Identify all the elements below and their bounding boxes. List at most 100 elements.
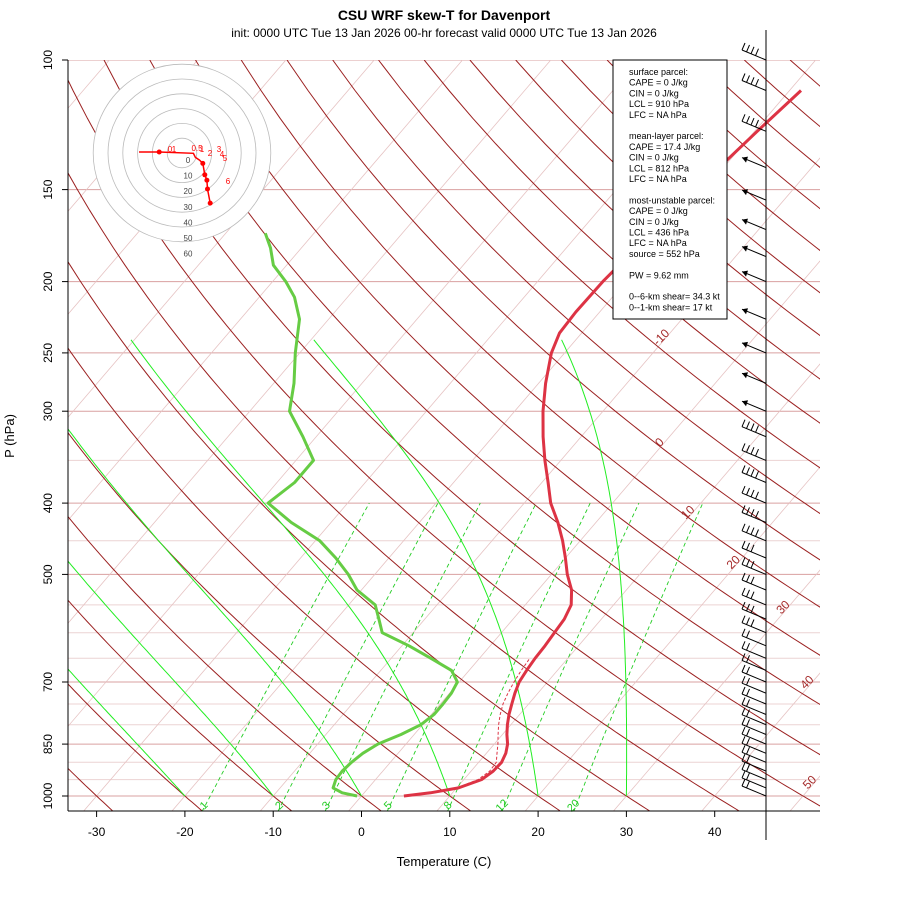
series-clip-group [263,89,803,798]
wind-barb-tick [741,572,746,581]
wind-barb-tick [741,73,746,81]
temperature-profile-line [403,89,803,798]
wind-barb-tick [741,628,746,636]
hodograph-point [200,160,206,166]
wind-barb-shaft [741,785,767,797]
dry-adiabat-line [789,60,820,87]
dry-adiabat-line [240,60,820,608]
hodograph-point [156,149,162,155]
wind-barb-tick [755,79,759,87]
wind-barb-tick [741,587,746,596]
wind-barb-tick [746,780,750,789]
dry-adiabat-line [68,260,651,811]
wind-barb-tick [750,469,755,477]
wind-barb-shaft [741,120,767,132]
wind-barb-tick [755,511,759,519]
wind-barb-flag [742,400,748,407]
wind-barb-shaft [741,512,767,523]
hodograph-point-label: 0 [168,145,173,154]
hodograph-ring [122,93,242,213]
chart-title: CSU WRF skew-T for Davenport [338,7,551,23]
wind-barb-tick [750,489,755,498]
wind-barb-shaft [741,547,767,559]
mixing-ratio-line [501,502,640,811]
y-tick-label: 400 [41,493,55,513]
hodograph-ring-label: 20 [184,187,193,196]
wind-barb-flag [742,245,748,252]
wind-barb-shaft [741,724,767,735]
wind-barb-shaft [741,49,767,61]
dry-adiabat-line [743,60,820,128]
y-tick-label: 1000 [41,782,55,809]
wind-barb-flag [742,218,748,225]
wind-barb-tick [741,485,746,494]
wind-barb-flag [742,156,748,163]
wind-barb-shaft [741,426,767,438]
info-line: CIN = 0 J/kg [629,153,679,163]
dry-adiabat-line [68,432,472,811]
wind-barb-tick [741,676,746,684]
isotherm-line [524,466,820,811]
dry-adiabat-line [332,60,820,515]
isotherm-line [68,60,640,727]
wind-barb-tick [755,529,759,537]
hodograph-ring-label: 0 [186,156,191,165]
wind-barb-tick [746,507,750,515]
hodograph-point [202,172,208,178]
mixing-ratio-label: 5 [382,799,395,812]
dry-adiabat-line [423,60,820,424]
wind-barb-tick [750,591,755,599]
dry-adiabat-line [195,60,820,656]
wind-barb-tick [750,576,755,584]
wind-barb-tick [746,755,750,764]
mixing-ratio-line [324,502,481,811]
x-tick-label: -10 [265,825,283,839]
wind-barb-shaft [741,579,767,591]
hodograph-point-label: 6 [226,177,231,186]
hodograph-ring [92,63,272,243]
wind-barb-shaft [741,80,767,91]
wind-barb-tick [746,421,750,429]
y-axis-label: P (hPa) [2,414,17,458]
wind-barb-tick [741,697,746,705]
wind-barb-tick [750,117,755,126]
wind-barb-tick [746,709,750,717]
mixing-ratio-label: 12 [494,797,511,814]
hodograph-point [204,177,210,183]
isotherm-label: 10 [678,502,698,522]
wind-barb-tick [741,686,746,695]
wind-barb-tick [746,525,750,533]
wind-barb-tick [746,677,750,686]
wind-barb-tick [750,527,755,535]
isotherm-line [436,363,820,811]
dry-adiabat-line [698,60,820,169]
y-tick-label: 250 [41,343,55,363]
hodograph-ring-label: 50 [184,234,193,243]
wind-barb-tick [746,617,750,625]
hodograph-point-label: 1 [172,145,177,154]
y-tick-label: 100 [41,50,55,70]
wind-barb-tick [741,653,746,661]
x-tick-label: 0 [358,825,365,839]
wind-barb-shaft [741,733,767,745]
info-line: CAPE = 0 J/kg [629,78,688,88]
info-line: LFC = NA hPa [629,110,687,120]
info-line: CIN = 0 J/kg [629,88,679,98]
wind-barb-tick [746,643,750,651]
wind-barb-tick [746,738,750,746]
wind-barb-tick [746,75,750,83]
moist-adiabat-line [68,668,186,797]
wind-barb-tick [741,664,746,673]
wind-barb-tick [746,116,750,124]
wind-barb-tick [746,487,750,496]
wind-barb-tick [746,764,750,772]
wind-barb-tick [750,447,755,455]
hodograph-point [205,186,210,192]
hodograph-ring-label: 30 [184,203,193,212]
wind-barb-tick [755,471,759,479]
dry-adiabat-line [68,515,383,811]
wind-barb-shaft [741,622,767,634]
info-line: 0--1-km shear= 17 kt [629,302,713,312]
wind-barb-tick [746,699,750,707]
